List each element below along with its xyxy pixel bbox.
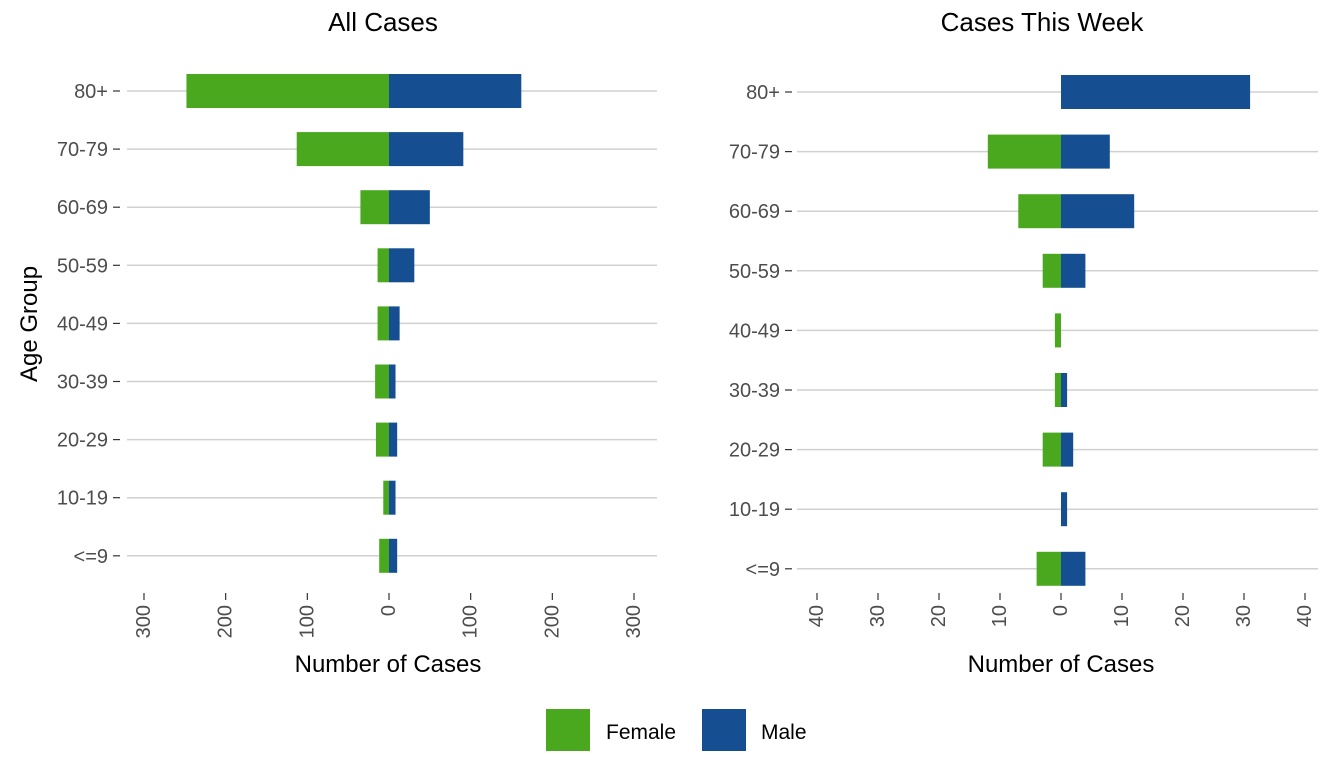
bar-male-7079 — [1061, 134, 1110, 169]
gridlines — [797, 91, 1318, 570]
y-tick-label: 80+ — [746, 82, 780, 104]
x-tick-label: 200 — [215, 605, 237, 638]
legend: Female Male — [546, 709, 807, 751]
panel-title-all-cases: All Cases — [328, 7, 438, 37]
y-tick-label: 50-59 — [57, 255, 108, 277]
y-tick-label: 30-39 — [57, 372, 108, 394]
bar-male-2029 — [1061, 432, 1074, 467]
x-tick-label: 20 — [1172, 605, 1194, 627]
panel-cases-this-week: Cases This Week 80+ 70-79 60-69 50-59 40-49 3… — [729, 7, 1318, 678]
x-axis-title-cases-this-week: Number of Cases — [968, 651, 1155, 678]
x-tick-label: 40 — [1294, 605, 1316, 627]
y-tick-label: 20-29 — [729, 440, 780, 462]
y-tick-label: 10-19 — [729, 499, 780, 521]
y-tick-label: 60-69 — [57, 197, 108, 219]
bar-male-3039 — [1061, 373, 1068, 407]
panel-all-cases: All Cases 80+ 70-79 60-69 50-59 40-49 30-39 20… — [16, 7, 657, 678]
bar-female-9 — [1036, 551, 1061, 586]
bar-female-2029 — [375, 422, 389, 457]
bar-female-9 — [379, 538, 389, 573]
bar-female-4049 — [1054, 313, 1061, 348]
bar-male-80 — [1061, 75, 1251, 109]
bar-male-6069 — [389, 190, 430, 225]
bar-female-80 — [186, 74, 389, 108]
x-tick-label: 10 — [989, 605, 1011, 627]
bars — [987, 75, 1251, 586]
bar-male-5059 — [1061, 253, 1086, 288]
legend-swatch-female — [546, 709, 590, 751]
x-axis: 300 200 100 0 100 200 300 — [133, 593, 645, 638]
x-tick-label: 0 — [1050, 605, 1072, 616]
y-tick-label: 80+ — [74, 81, 108, 103]
y-tick-label: 30-39 — [729, 380, 780, 402]
bar-male-7079 — [389, 132, 464, 167]
bar-male-3039 — [389, 364, 396, 399]
y-axis: 80+ 70-79 60-69 50-59 40-49 30-39 20-29 10-19 <=… — [729, 82, 792, 581]
bar-female-1019 — [383, 480, 389, 515]
x-tick-label: 300 — [623, 605, 645, 638]
bar-female-5059 — [1042, 253, 1061, 288]
bar-female-3039 — [375, 364, 389, 399]
y-tick-label: <=9 — [74, 546, 108, 568]
x-tick-label: 100 — [460, 605, 482, 638]
bar-female-7079 — [296, 132, 389, 167]
bar-male-1019 — [1061, 492, 1068, 527]
y-tick-label: 70-79 — [57, 139, 108, 161]
y-tick-label: 20-29 — [57, 430, 108, 452]
y-tick-label: 50-59 — [729, 261, 780, 283]
bar-male-9 — [389, 538, 398, 573]
bar-female-4049 — [377, 306, 389, 341]
x-tick-label: 0 — [378, 605, 400, 616]
y-axis-title: Age Group — [16, 266, 43, 382]
panel-title-cases-this-week: Cases This Week — [941, 7, 1145, 37]
bar-male-80 — [389, 74, 522, 108]
x-tick-label: 40 — [806, 605, 828, 627]
y-axis: 80+ 70-79 60-69 50-59 40-49 30-39 20-29 10-19 <=… — [57, 81, 120, 568]
legend-label-female: Female — [606, 721, 676, 744]
bar-female-6069 — [360, 190, 389, 225]
y-tick-label: <=9 — [746, 559, 780, 581]
y-tick-label: 40-49 — [729, 320, 780, 342]
bar-male-9 — [1061, 551, 1086, 586]
y-tick-label: 70-79 — [729, 142, 780, 164]
bars — [186, 74, 522, 573]
y-tick-label: 10-19 — [57, 488, 108, 510]
x-tick-label: 30 — [867, 605, 889, 627]
legend-label-male: Male — [761, 721, 807, 744]
y-tick-label: 60-69 — [729, 201, 780, 223]
x-tick-label: 200 — [541, 605, 563, 638]
x-axis-title-all-cases: Number of Cases — [295, 651, 482, 678]
x-tick-label: 20 — [928, 605, 950, 627]
x-tick-label: 300 — [133, 605, 155, 638]
bar-male-4049 — [389, 306, 400, 341]
bar-female-6069 — [1018, 194, 1061, 229]
x-axis: 40 30 20 10 0 10 20 30 40 — [806, 593, 1316, 627]
x-tick-label: 30 — [1233, 605, 1255, 627]
bar-male-2029 — [389, 422, 398, 457]
bar-female-3039 — [1054, 373, 1061, 407]
x-tick-label: 100 — [296, 605, 318, 638]
bar-male-5059 — [389, 248, 415, 283]
bar-male-1019 — [389, 480, 396, 515]
bar-male-6069 — [1061, 194, 1135, 229]
legend-swatch-male — [702, 709, 746, 751]
x-tick-label: 10 — [1111, 605, 1133, 627]
bar-female-2029 — [1042, 432, 1061, 467]
bar-female-7079 — [987, 134, 1061, 169]
y-tick-label: 40-49 — [57, 313, 108, 335]
bar-female-5059 — [377, 248, 389, 283]
